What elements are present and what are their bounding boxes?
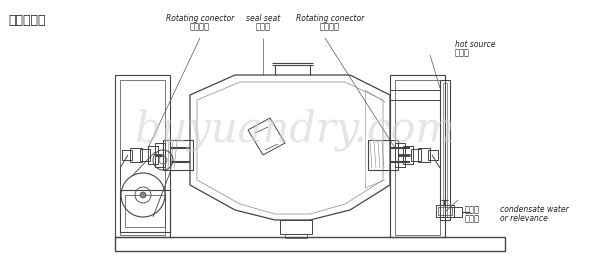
Bar	[163, 140, 193, 170]
Bar	[411, 149, 421, 161]
Text: or relevance: or relevance	[500, 214, 548, 223]
Bar	[115, 75, 170, 237]
Text: 进热源: 进热源	[455, 48, 470, 57]
Text: condensate water: condensate water	[500, 205, 569, 214]
Bar	[115, 237, 505, 251]
Bar	[428, 150, 438, 160]
Bar	[390, 75, 445, 237]
Bar	[140, 149, 150, 161]
Text: 或回流: 或回流	[465, 214, 480, 223]
Text: 密封座: 密封座	[255, 22, 271, 31]
Bar	[395, 143, 405, 167]
Text: Rotating conector: Rotating conector	[296, 14, 364, 23]
Text: Rotating conector: Rotating conector	[166, 14, 234, 23]
Bar	[280, 220, 312, 234]
Bar	[368, 140, 398, 170]
Bar	[155, 143, 165, 167]
Bar	[443, 83, 447, 217]
Text: seal seat: seal seat	[246, 14, 280, 23]
Bar	[450, 207, 462, 217]
Text: 旋转接头: 旋转接头	[320, 22, 340, 31]
Text: buyuandry.com: buyuandry.com	[135, 109, 455, 151]
Bar	[436, 205, 454, 217]
Bar	[130, 148, 142, 162]
Bar	[122, 150, 132, 160]
Bar	[438, 207, 452, 215]
Bar	[440, 80, 450, 220]
Bar	[148, 146, 158, 164]
Bar	[395, 80, 440, 235]
Bar	[403, 146, 413, 164]
Bar	[285, 234, 307, 238]
Bar	[418, 148, 430, 162]
Bar	[120, 80, 165, 235]
Bar	[125, 195, 165, 227]
Text: 冷凝器: 冷凝器	[465, 205, 480, 214]
Text: 旋转接头: 旋转接头	[190, 22, 210, 31]
Circle shape	[140, 192, 146, 198]
Bar	[120, 190, 170, 232]
Text: hot source: hot source	[455, 40, 496, 49]
Text: 简易结构图: 简易结构图	[8, 14, 45, 27]
